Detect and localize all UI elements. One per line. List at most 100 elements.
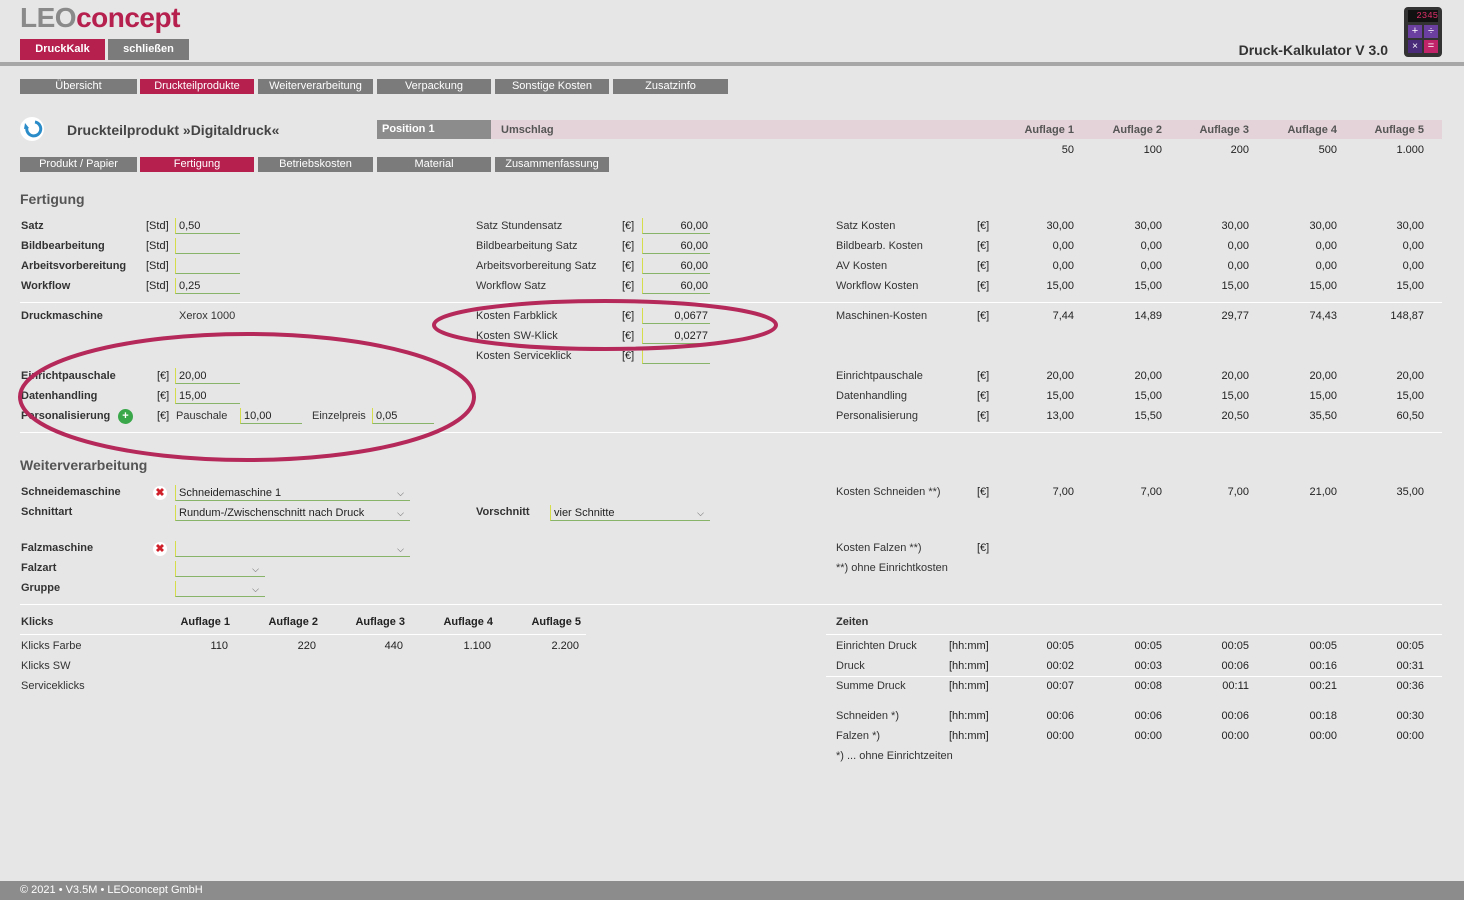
product-title: Druckteilprodukt »Digitaldruck« (67, 122, 280, 138)
schneiden-zeit-unit: [hh:mm] (949, 710, 989, 722)
subtab-betriebskosten[interactable]: Betriebskosten (258, 157, 373, 172)
add-icon[interactable]: + (118, 409, 133, 424)
arbeitsvorbereitung-input[interactable] (175, 258, 240, 274)
schneiden-zeit-value-5: 00:30 (1396, 710, 1424, 722)
bildbearbeitung-label: Bildbearbeitung (21, 240, 105, 252)
highlight-ellipse-pauschalen (18, 332, 476, 462)
falzen-zeit-value-2: 00:00 (1134, 730, 1162, 742)
kosten-farbklick-input[interactable]: 0,0677 (642, 308, 710, 324)
position-badge[interactable]: Position 1 (377, 120, 491, 139)
subtab-zusammenfassung[interactable]: Zusammenfassung (495, 157, 609, 172)
schnittart-select[interactable]: Rundum-/Zwischenschnitt nach Druck ⌵ (175, 505, 410, 521)
satz-stundensatz-input[interactable]: 60,00 (642, 218, 710, 234)
druck-value-4: 00:16 (1309, 660, 1337, 672)
av-kosten-value-2: 0,00 (1140, 260, 1162, 272)
arbeitsvorbereitung-satz-unit: [€] (622, 260, 635, 272)
auflage-header-3: Auflage 3 (1199, 124, 1249, 136)
falzen-zeit-value-4: 00:00 (1309, 730, 1337, 742)
av-kosten-value-3: 0,00 (1227, 260, 1249, 272)
schneiden-zeit-value-1: 00:06 (1046, 710, 1074, 722)
pauschale-label: Pauschale (176, 410, 228, 422)
tab-verpackung[interactable]: Verpackung (377, 79, 491, 94)
tab-weiterverarbeitung[interactable]: Weiterverarbeitung (258, 79, 373, 94)
klicks-header-2: Auflage 2 (268, 616, 318, 628)
summe-druck-label: Summe Druck (836, 680, 906, 692)
workflow-satz-unit: [€] (622, 280, 635, 292)
leoconcept-logo: LEOconcept (20, 2, 180, 33)
chevron-down-icon: ⌵ (397, 508, 404, 518)
kosten-serviceklick-input[interactable] (642, 348, 710, 364)
divider (826, 634, 1442, 635)
subtab-material[interactable]: Material (377, 157, 491, 172)
einzelpreis-input[interactable]: 0,05 (372, 408, 434, 424)
druckkalk-button[interactable]: DruckKalk (20, 39, 105, 60)
arbeitsvorbereitung-unit: [Std] (146, 260, 169, 272)
bildbearbeitung-satz-unit: [€] (622, 240, 635, 252)
divider (20, 302, 1442, 303)
kosten-swklick-input[interactable]: 0,0277 (642, 328, 710, 344)
chevron-down-icon: ⌵ (397, 488, 404, 498)
av-kosten-value-1: 0,00 (1052, 260, 1074, 272)
einrichtpauschale-label: Einrichtpauschale (21, 370, 116, 382)
einrichtpauschale-kosten-value-2: 20,00 (1134, 370, 1162, 382)
gruppe-select[interactable]: ⌵ (175, 581, 265, 597)
einrichten-druck-unit: [hh:mm] (949, 640, 989, 652)
back-icon[interactable] (20, 117, 44, 141)
datenhandling-kosten-value-4: 15,00 (1309, 390, 1337, 402)
bildbearbeitung-input[interactable] (175, 238, 240, 254)
einrichtpauschale-kosten-value-4: 20,00 (1309, 370, 1337, 382)
einrichtzeiten-note: *) ... ohne Einrichtzeiten (836, 750, 953, 762)
subtab-produkt-papier[interactable]: Produkt / Papier (20, 157, 137, 172)
satz-kosten-value-3: 30,00 (1221, 220, 1249, 232)
plus-icon: + (1408, 25, 1422, 38)
druckmaschine-label: Druckmaschine (21, 310, 103, 322)
schneidemaschine-select[interactable]: Schneidemaschine 1 ⌵ (175, 485, 410, 501)
klicks-header-5: Auflage 5 (531, 616, 581, 628)
divider (20, 432, 1442, 433)
close-button[interactable]: schließen (108, 39, 189, 60)
workflow-kosten-value-3: 15,00 (1221, 280, 1249, 292)
datenhandling-input[interactable]: 15,00 (175, 388, 240, 404)
kosten-schneiden-value-4: 21,00 (1309, 486, 1337, 498)
divider (20, 604, 1442, 605)
pauschale-input[interactable]: 10,00 (240, 408, 302, 424)
remove-icon[interactable]: ✖ (153, 542, 167, 556)
tab-uebersicht[interactable]: Übersicht (20, 79, 137, 94)
maschinen-kosten-unit: [€] (977, 310, 990, 322)
druck-value-2: 00:03 (1134, 660, 1162, 672)
kosten-schneiden-value-1: 7,00 (1052, 486, 1074, 498)
workflow-input[interactable]: 0,25 (175, 278, 240, 294)
satz-kosten-label: Satz Kosten (836, 220, 896, 232)
auflage-value-5: 1.000 (1396, 144, 1424, 156)
tab-sonstige-kosten[interactable]: Sonstige Kosten (495, 79, 609, 94)
calculator-icon: 2345 + ÷ × = (1404, 7, 1442, 57)
auflage-header-4: Auflage 4 (1287, 124, 1337, 136)
klicks-farbe-value-5: 2.200 (551, 640, 579, 652)
workflow-satz-label: Workflow Satz (476, 280, 547, 292)
workflow-satz-input[interactable]: 60,00 (642, 278, 710, 294)
einrichtpauschale-input[interactable]: 20,00 (175, 368, 240, 384)
klicks-header-4: Auflage 4 (443, 616, 493, 628)
falzart-select[interactable]: ⌵ (175, 561, 265, 577)
bildbearbeitung-satz-input[interactable]: 60,00 (642, 238, 710, 254)
arbeitsvorbereitung-satz-input[interactable]: 60,00 (642, 258, 710, 274)
kosten-farbklick-label: Kosten Farbklick (476, 310, 558, 322)
subtab-fertigung[interactable]: Fertigung (140, 157, 254, 172)
remove-icon[interactable]: ✖ (153, 486, 167, 500)
falzen-zeit-value-1: 00:00 (1046, 730, 1074, 742)
druckmaschine-value: Xerox 1000 (179, 310, 236, 322)
arbeitsvorbereitung-label: Arbeitsvorbereitung (21, 260, 127, 272)
tab-druckteilprodukte[interactable]: Druckteilprodukte (140, 79, 254, 94)
personalisierung-kosten-value-4: 35,50 (1309, 410, 1337, 422)
vorschnitt-select[interactable]: vier Schnitte ⌵ (550, 505, 710, 521)
falzmaschine-select[interactable]: ⌵ (175, 541, 410, 557)
tab-zusatzinfo[interactable]: Zusatzinfo (613, 79, 728, 94)
satz-input[interactable]: 0,50 (175, 218, 240, 234)
bildbearb-kosten-unit: [€] (977, 240, 990, 252)
klicks-sw-label: Klicks SW (21, 660, 71, 672)
klicks-farbe-value-2: 220 (297, 640, 316, 652)
auflage-value-1: 50 (1061, 144, 1074, 156)
arbeitsvorbereitung-satz-label: Arbeitsvorbereitung Satz (476, 260, 597, 272)
schneidemaschine-label: Schneidemaschine (21, 486, 121, 498)
schneiden-zeit-label: Schneiden *) (836, 710, 899, 722)
